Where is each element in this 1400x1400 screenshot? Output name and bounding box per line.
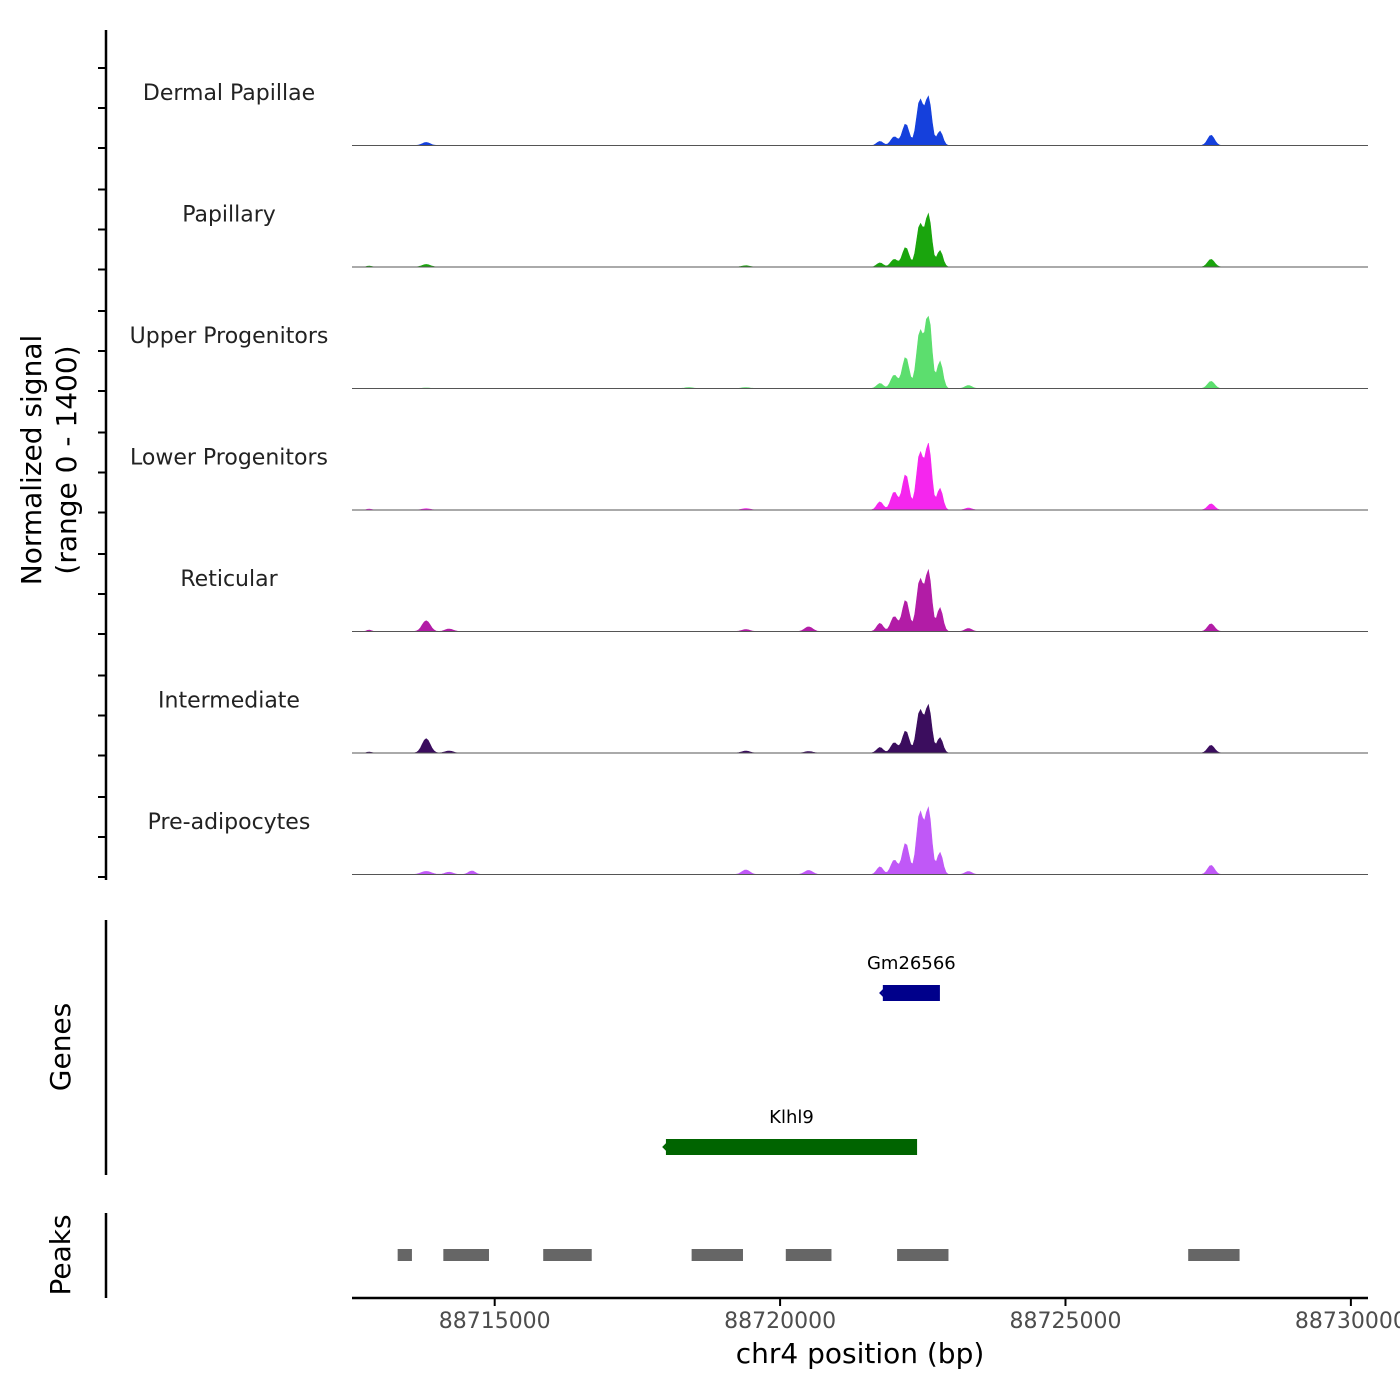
track-label: Papillary (182, 203, 276, 228)
signal-area (352, 95, 1368, 146)
signal-area (352, 703, 1368, 754)
gene-body (882, 985, 940, 1001)
coverage-track: Dermal Papillae (143, 81, 1368, 146)
x-tick-label: 88715000 (439, 1309, 551, 1334)
x-axis-title: chr4 position (bp) (736, 1337, 985, 1370)
coverage-tracks: Dermal Papillae Papillary Upper Progenitor… (130, 81, 1368, 875)
track-label: Pre-adipocytes (148, 810, 311, 835)
peak-region (397, 1249, 412, 1261)
gene-body (665, 1139, 918, 1155)
peak-region (691, 1249, 743, 1261)
peak-region (443, 1249, 489, 1261)
genes-axis-label: Genes (44, 1003, 77, 1091)
peak-region (897, 1249, 949, 1261)
gene-annotations: Gm26566 Klhl9 (662, 953, 956, 1155)
coverage-track: Intermediate (158, 689, 1368, 754)
x-tick-label: 88730000 (1295, 1309, 1400, 1334)
gene-klhl9: Klhl9 (662, 1107, 918, 1155)
gene-label: Gm26566 (867, 953, 956, 974)
x-axis-ticks: 88715000 88720000 88725000 88730000 (439, 1298, 1400, 1334)
gene-label: Klhl9 (769, 1107, 814, 1128)
track-label: Lower Progenitors (130, 446, 328, 471)
coverage-track: Lower Progenitors (130, 443, 1368, 511)
signal-area (352, 806, 1368, 875)
track-label: Reticular (180, 567, 278, 592)
coverage-track: Papillary (182, 203, 1368, 268)
peak-region (1188, 1249, 1240, 1261)
gene-gm26566: Gm26566 (867, 953, 956, 1001)
y-axis-title-range: (range 0 - 1400) (50, 345, 83, 574)
coverage-track: Pre-adipocytes (148, 806, 1368, 875)
x-tick-label: 88725000 (1009, 1309, 1121, 1334)
peak-regions (397, 1249, 1240, 1261)
track-label: Upper Progenitors (130, 324, 329, 349)
y-axis-title: Normalized signal (15, 335, 48, 586)
peak-region (543, 1249, 592, 1261)
coverage-track: Reticular (180, 567, 1368, 632)
signal-area (352, 315, 1368, 389)
peaks-axis-label: Peaks (44, 1214, 77, 1295)
signal-area (352, 568, 1368, 632)
strand-arrow (879, 986, 888, 1000)
signal-area (352, 212, 1368, 268)
track-label: Dermal Papillae (143, 81, 315, 106)
strand-arrow (662, 1140, 671, 1154)
x-tick-label: 88720000 (724, 1309, 836, 1334)
coverage-y-ticks (98, 67, 106, 878)
coverage-track: Upper Progenitors (130, 315, 1368, 389)
peak-region (785, 1249, 832, 1261)
signal-area (352, 443, 1368, 511)
track-label: Intermediate (158, 689, 300, 714)
